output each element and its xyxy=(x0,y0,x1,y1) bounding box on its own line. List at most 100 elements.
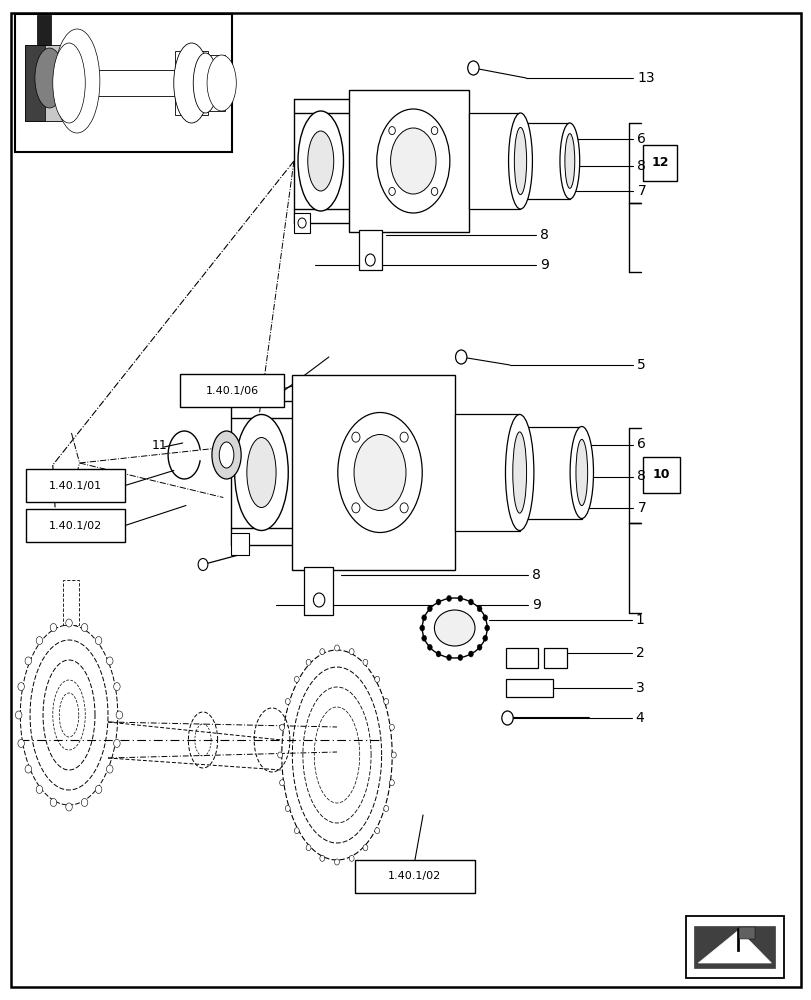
Circle shape xyxy=(468,599,473,605)
Circle shape xyxy=(468,651,473,657)
Circle shape xyxy=(50,798,57,806)
Circle shape xyxy=(36,637,43,645)
Circle shape xyxy=(431,187,437,195)
Bar xyxy=(505,648,538,668)
Circle shape xyxy=(446,595,451,601)
Circle shape xyxy=(421,615,426,621)
Ellipse shape xyxy=(560,123,579,199)
Bar xyxy=(358,230,381,270)
Circle shape xyxy=(351,432,359,442)
Text: 8: 8 xyxy=(539,228,548,242)
Circle shape xyxy=(349,649,354,655)
Circle shape xyxy=(400,432,408,442)
Ellipse shape xyxy=(513,432,526,513)
Circle shape xyxy=(285,698,290,704)
Circle shape xyxy=(477,606,482,612)
Circle shape xyxy=(363,845,367,851)
Circle shape xyxy=(349,855,354,861)
Circle shape xyxy=(374,828,379,834)
Circle shape xyxy=(313,593,324,607)
Bar xyxy=(294,213,310,233)
Bar xyxy=(738,927,754,939)
Ellipse shape xyxy=(434,610,474,646)
Bar xyxy=(354,860,474,893)
Circle shape xyxy=(501,711,513,725)
Bar xyxy=(25,45,67,121)
Circle shape xyxy=(419,625,424,631)
Bar xyxy=(304,567,333,615)
Bar xyxy=(205,55,225,111)
Ellipse shape xyxy=(219,442,234,468)
Circle shape xyxy=(374,676,379,682)
Ellipse shape xyxy=(390,128,436,194)
Circle shape xyxy=(25,765,32,773)
Ellipse shape xyxy=(174,43,209,123)
Circle shape xyxy=(400,503,408,513)
Bar xyxy=(349,90,469,232)
Circle shape xyxy=(36,785,43,793)
Circle shape xyxy=(66,619,72,627)
Ellipse shape xyxy=(212,431,241,479)
Text: 8: 8 xyxy=(637,470,646,484)
Text: 1.40.1/06: 1.40.1/06 xyxy=(205,386,259,396)
Text: 9: 9 xyxy=(539,258,548,272)
Bar xyxy=(505,679,552,697)
Circle shape xyxy=(334,859,339,865)
Circle shape xyxy=(365,254,375,266)
Text: 2: 2 xyxy=(635,646,644,660)
Circle shape xyxy=(455,350,466,364)
Circle shape xyxy=(389,780,394,786)
Circle shape xyxy=(306,659,311,665)
Circle shape xyxy=(198,558,208,570)
Circle shape xyxy=(320,649,324,655)
Circle shape xyxy=(66,803,72,811)
Ellipse shape xyxy=(207,55,236,111)
Text: 6: 6 xyxy=(637,132,646,146)
Bar xyxy=(25,45,45,121)
Circle shape xyxy=(384,806,388,812)
Circle shape xyxy=(391,752,396,758)
Circle shape xyxy=(279,780,284,786)
Circle shape xyxy=(18,739,24,747)
Ellipse shape xyxy=(53,43,85,123)
Circle shape xyxy=(421,635,426,641)
Bar xyxy=(231,532,249,554)
Bar xyxy=(526,123,569,199)
Ellipse shape xyxy=(376,109,449,213)
Ellipse shape xyxy=(508,113,532,209)
Text: 4: 4 xyxy=(635,711,644,725)
Circle shape xyxy=(483,615,487,621)
Bar xyxy=(26,509,125,542)
Text: 1: 1 xyxy=(635,613,644,627)
Bar xyxy=(642,457,679,493)
Circle shape xyxy=(298,218,306,228)
Circle shape xyxy=(388,127,395,135)
Circle shape xyxy=(483,635,487,641)
Text: 8: 8 xyxy=(637,159,646,173)
Ellipse shape xyxy=(234,414,288,530)
Circle shape xyxy=(114,683,120,691)
Circle shape xyxy=(484,625,489,631)
Bar xyxy=(292,375,454,570)
Circle shape xyxy=(294,828,299,834)
Text: 13: 13 xyxy=(637,71,654,85)
Circle shape xyxy=(334,645,339,651)
Bar xyxy=(36,15,51,45)
Circle shape xyxy=(384,698,388,704)
Ellipse shape xyxy=(54,29,100,133)
Text: 3: 3 xyxy=(635,681,644,695)
Circle shape xyxy=(114,739,120,747)
Text: 8: 8 xyxy=(531,568,540,582)
Circle shape xyxy=(285,806,290,812)
Circle shape xyxy=(95,637,101,645)
Circle shape xyxy=(431,127,437,135)
Ellipse shape xyxy=(298,111,343,211)
Text: 1.40.1/02: 1.40.1/02 xyxy=(49,520,102,530)
Text: 1.40.1/01: 1.40.1/01 xyxy=(49,481,102,490)
Bar xyxy=(15,14,232,152)
Ellipse shape xyxy=(354,434,406,510)
Circle shape xyxy=(457,595,462,601)
Circle shape xyxy=(320,855,324,861)
Circle shape xyxy=(306,845,311,851)
Circle shape xyxy=(95,785,101,793)
